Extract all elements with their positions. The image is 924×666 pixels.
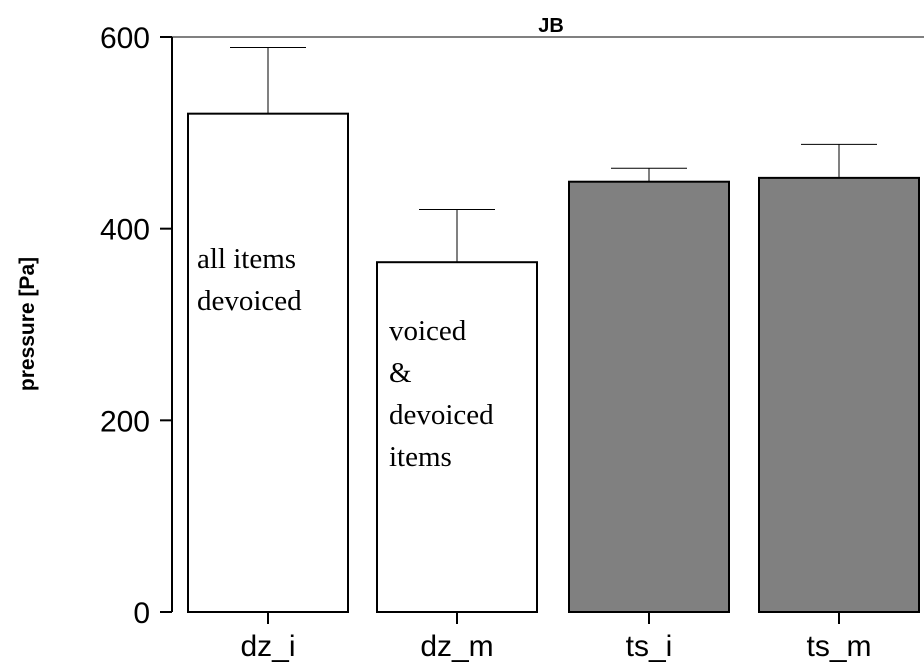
bar-annotation-line: all items	[197, 243, 296, 275]
y-tick-label: 400	[100, 214, 150, 247]
bars	[187, 112, 920, 614]
x-category-label: dz_i	[240, 630, 295, 663]
bar-annotation-line: items	[389, 441, 452, 473]
y-ticks: 0 200 400 600	[100, 22, 172, 630]
bar-annotation-line: &	[389, 357, 412, 389]
x-category-label: dz_m	[420, 630, 493, 663]
x-category-label: ts_i	[626, 630, 673, 663]
y-axis-label: pressure [Pa]	[16, 257, 39, 391]
x-category-label: ts_m	[806, 630, 871, 663]
bar-annotation-line: devoiced	[389, 399, 494, 431]
y-tick-label: 0	[133, 597, 150, 630]
error-bars	[230, 47, 877, 263]
bar-dz_i	[187, 112, 349, 614]
bar-annotation-line: devoiced	[197, 285, 302, 317]
y-tick-label: 200	[100, 405, 150, 438]
chart-title: JB	[538, 15, 564, 37]
bar-annotation-line: voiced	[389, 315, 467, 347]
bar-ts_i	[568, 180, 730, 613]
annotations: all items devoiced voiced & devoiced items	[197, 243, 494, 473]
y-tick-label: 600	[100, 22, 150, 55]
bar-ts_m	[758, 176, 920, 613]
x-categories: dz_i dz_m ts_i ts_m	[240, 612, 872, 663]
